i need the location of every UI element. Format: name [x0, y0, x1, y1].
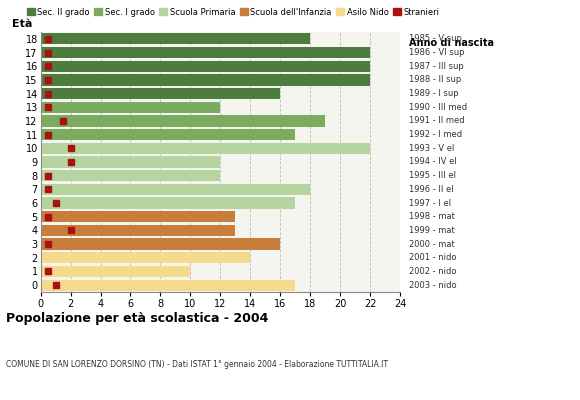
Text: 1985 - V sup: 1985 - V sup [409, 34, 462, 43]
Text: 1987 - III sup: 1987 - III sup [409, 62, 463, 71]
Bar [41, 143, 370, 154]
Bar [41, 129, 295, 140]
Text: 1989 - I sup: 1989 - I sup [409, 89, 459, 98]
Text: 1993 - V el: 1993 - V el [409, 144, 454, 153]
Bar [41, 280, 295, 291]
Text: 1991 - II med: 1991 - II med [409, 116, 465, 126]
Text: 1988 - II sup: 1988 - II sup [409, 75, 461, 84]
Text: 2002 - nido: 2002 - nido [409, 267, 456, 276]
Bar [41, 156, 220, 168]
Bar [41, 47, 370, 58]
Text: COMUNE DI SAN LORENZO DORSINO (TN) - Dati ISTAT 1° gennaio 2004 - Elaborazione T: COMUNE DI SAN LORENZO DORSINO (TN) - Dat… [6, 360, 388, 369]
Bar [41, 170, 220, 181]
Bar [41, 184, 310, 195]
Text: 1998 - mat: 1998 - mat [409, 212, 455, 221]
Bar [41, 238, 280, 250]
Text: 2001 - nido: 2001 - nido [409, 253, 456, 262]
Text: Età: Età [12, 19, 32, 29]
Text: Anno di nascita: Anno di nascita [409, 38, 494, 48]
Text: 1995 - III el: 1995 - III el [409, 171, 456, 180]
Bar [41, 102, 220, 113]
Text: 1999 - mat: 1999 - mat [409, 226, 455, 235]
Text: 2000 - mat: 2000 - mat [409, 240, 455, 249]
Text: 1990 - III med: 1990 - III med [409, 103, 467, 112]
Legend: Sec. II grado, Sec. I grado, Scuola Primaria, Scuola dell'Infanzia, Asilo Nido, : Sec. II grado, Sec. I grado, Scuola Prim… [23, 4, 443, 20]
Bar [41, 60, 370, 72]
Text: 2003 - nido: 2003 - nido [409, 281, 456, 290]
Bar [41, 252, 251, 264]
Bar [41, 266, 190, 277]
Bar [41, 198, 295, 209]
Bar [41, 115, 325, 126]
Text: 1994 - IV el: 1994 - IV el [409, 158, 456, 166]
Bar [41, 211, 235, 222]
Text: 1986 - VI sup: 1986 - VI sup [409, 48, 465, 57]
Bar [41, 74, 370, 86]
Bar [41, 225, 235, 236]
Bar [41, 33, 310, 44]
Bar [41, 88, 280, 99]
Text: Popolazione per età scolastica - 2004: Popolazione per età scolastica - 2004 [6, 312, 268, 325]
Text: 1992 - I med: 1992 - I med [409, 130, 462, 139]
Text: 1997 - I el: 1997 - I el [409, 198, 451, 208]
Text: 1996 - II el: 1996 - II el [409, 185, 454, 194]
